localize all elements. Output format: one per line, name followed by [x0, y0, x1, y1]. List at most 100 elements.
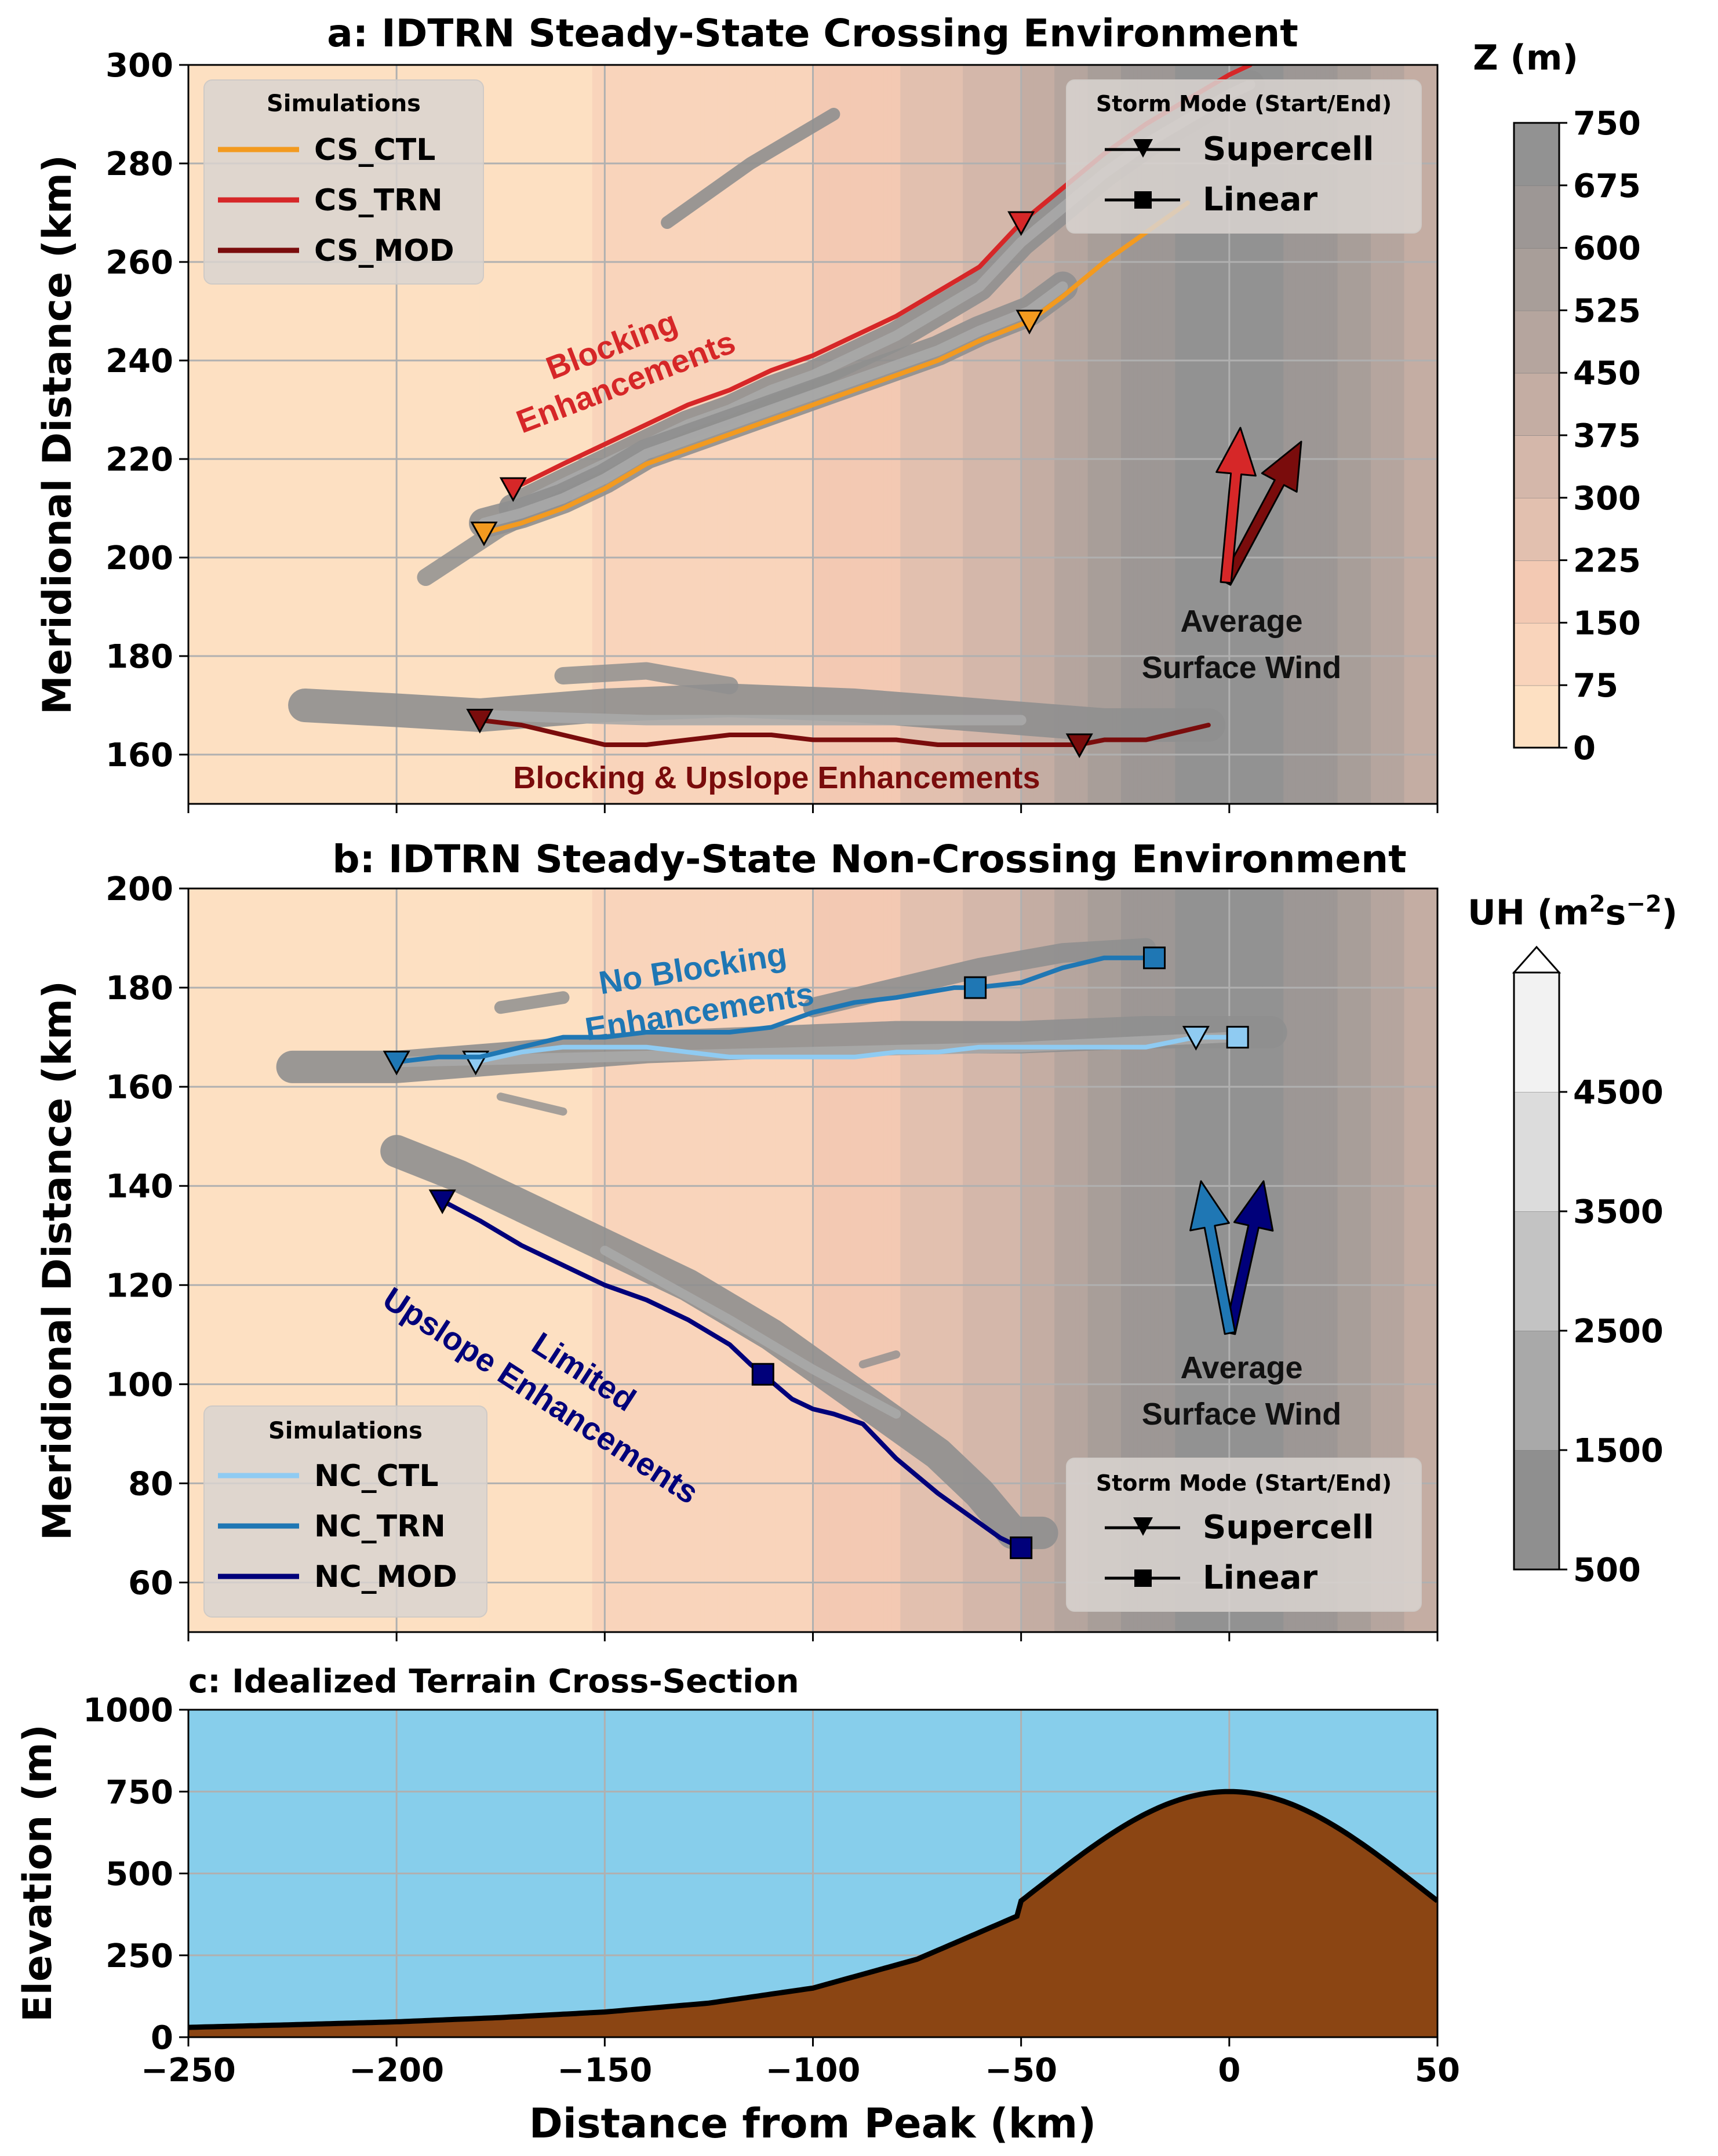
legend-label-linear: Linear: [1203, 181, 1318, 218]
terrain-band: [192, 888, 198, 1632]
colorbar-tick-label: 4500: [1573, 1074, 1664, 1112]
panel-b-legend-storm-mode: Storm Mode (Start/End) Supercell Linear: [1066, 1458, 1422, 1612]
terrain-band: [380, 65, 385, 804]
colorbar-swatch: [1514, 1450, 1559, 1570]
terrain-band: [338, 888, 343, 1632]
uh-swath: [554, 662, 738, 694]
terrain-band: [388, 888, 393, 1632]
terrain-band: [188, 65, 193, 804]
terrain-band: [1304, 888, 1309, 1632]
y-tick-label: 200: [105, 871, 173, 908]
terrain-band: [384, 888, 389, 1632]
terrain-band: [484, 65, 489, 804]
terrain-band: [542, 888, 547, 1632]
terrain-band: [263, 65, 268, 804]
terrain-band: [1379, 65, 1384, 804]
terrain-band: [467, 65, 472, 804]
terrain-band: [1150, 888, 1155, 1632]
terrain-band: [879, 888, 885, 1632]
terrain-band: [788, 65, 793, 804]
terrain-band: [1400, 65, 1405, 804]
terrain-band: [259, 888, 264, 1632]
legend-supercell-marker: [1133, 139, 1153, 158]
panel-b-wind-label-1: Average: [1180, 1350, 1302, 1385]
terrain-band: [850, 65, 856, 804]
terrain-band: [1221, 65, 1226, 804]
terrain-band: [929, 65, 934, 804]
terrain-band: [1083, 888, 1089, 1632]
terrain-band: [1325, 888, 1330, 1632]
terrain-band: [605, 65, 610, 804]
terrain-band: [372, 65, 377, 804]
terrain-band: [1417, 888, 1422, 1632]
terrain-band: [1225, 65, 1230, 804]
track-nc-ctl: [473, 1035, 1240, 1065]
terrain-band: [454, 65, 460, 804]
terrain-band: [1033, 65, 1039, 804]
terrain-band: [780, 65, 785, 804]
terrain-band: [334, 888, 339, 1632]
x-tick-label: −100: [766, 2052, 861, 2089]
terrain-band: [438, 65, 443, 804]
terrain-band: [1091, 65, 1097, 804]
terrain-band: [858, 65, 864, 804]
terrain-band: [446, 65, 452, 804]
terrain-band: [708, 888, 714, 1632]
colorbar-swatch: [1514, 185, 1559, 249]
terrain-band: [1100, 888, 1105, 1632]
terrain-band: [1154, 65, 1159, 804]
terrain-band: [221, 888, 227, 1632]
terrain-band: [576, 65, 581, 804]
terrain-band: [1229, 888, 1234, 1632]
terrain-band: [1404, 888, 1409, 1632]
terrain-band: [513, 65, 518, 804]
terrain-band: [1425, 888, 1430, 1632]
terrain-band: [721, 888, 726, 1632]
terrain-band: [417, 888, 423, 1632]
uh-swath: [858, 1350, 901, 1369]
terrain-band: [1121, 888, 1126, 1632]
terrain-band: [1137, 65, 1142, 804]
terrain-band: [355, 888, 360, 1632]
terrain-band: [542, 65, 547, 804]
panel-c: 0 250 500 750 1000 −250 −200 −150 −100 −50 0 50 c: …: [15, 1663, 1460, 2147]
terrain-band: [617, 65, 622, 804]
terrain-band: [975, 888, 980, 1632]
x-tick-label: −200: [349, 2052, 444, 2089]
terrain-band: [367, 888, 372, 1632]
terrain-band: [1162, 65, 1167, 804]
terrain-band: [367, 65, 372, 804]
terrain-band: [1308, 65, 1313, 804]
terrain-band: [1137, 888, 1142, 1632]
terrain-band: [1229, 65, 1234, 804]
terrain-band: [767, 888, 772, 1632]
terrain-band: [958, 65, 963, 804]
terrain-band: [525, 65, 530, 804]
terrain-band: [1071, 888, 1076, 1632]
terrain-band: [559, 888, 564, 1632]
terrain-band: [1200, 65, 1205, 804]
terrain-band: [292, 888, 297, 1632]
terrain-band: [288, 65, 293, 804]
terrain-band: [846, 888, 851, 1632]
terrain-band: [1371, 888, 1376, 1632]
x-tick-label: 0: [1218, 2052, 1240, 2089]
terrain-band: [1054, 888, 1060, 1632]
terrain-band: [1250, 65, 1255, 804]
terrain-band: [825, 65, 831, 804]
terrain-band: [946, 888, 951, 1632]
terrain-band: [1087, 888, 1093, 1632]
terrain-band: [1100, 65, 1105, 804]
terrain-band: [313, 65, 318, 804]
terrain-band: [912, 888, 918, 1632]
terrain-band: [1312, 888, 1317, 1632]
panel-a-ylabel: Meridional Distance (km): [35, 155, 81, 715]
terrain-band: [217, 888, 223, 1632]
terrain-band: [1275, 65, 1280, 804]
terrain-band: [1258, 888, 1264, 1632]
terrain-band: [1004, 65, 1009, 804]
terrain-band: [1379, 888, 1384, 1632]
terrain-band: [842, 888, 847, 1632]
terrain-band: [1033, 888, 1039, 1632]
